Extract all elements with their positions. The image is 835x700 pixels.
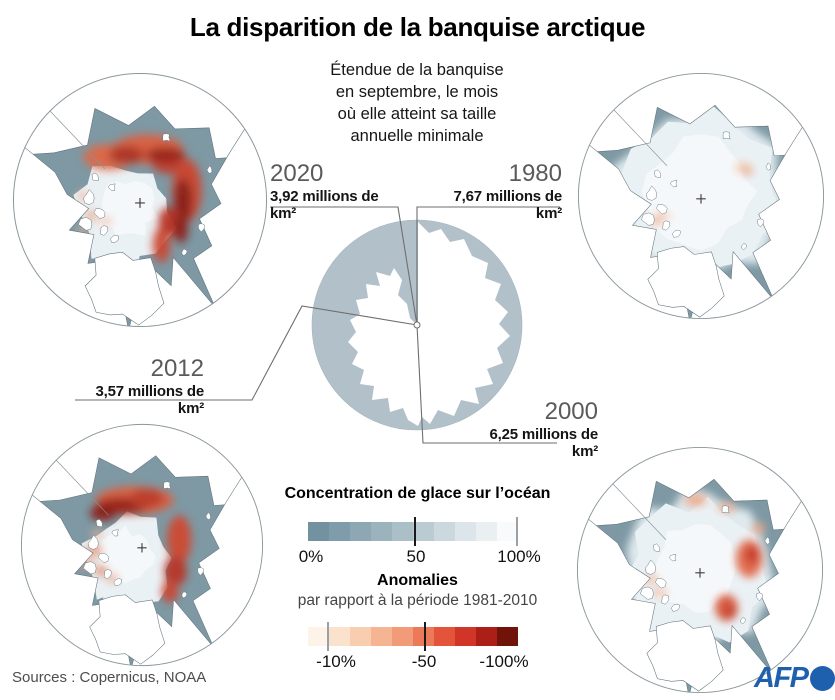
globe-graphic	[12, 72, 268, 328]
page-title: La disparition de la banquise arctique	[189, 12, 646, 42]
legend-anomalies-subtitle: par rapport à la période 1981-2010	[297, 592, 538, 609]
scale-segment	[392, 627, 413, 646]
scale-segment	[497, 627, 518, 646]
extent-2012: 3,57 millions de km²	[95, 383, 204, 418]
legend-concentration-title: Concentration de glace sur l’océan	[284, 485, 551, 502]
anomalies-scale	[308, 622, 518, 651]
extent-2000: 6,25 millions de km²	[489, 426, 598, 461]
afp-logo-dot-icon	[809, 666, 835, 691]
scale-segment	[413, 522, 434, 541]
arctic-map-2020	[12, 72, 268, 328]
scale-segment	[329, 627, 350, 646]
scale-segment	[392, 522, 413, 541]
anomalies-mid-tick	[424, 622, 426, 651]
anomalies-tick-10: -10%	[316, 652, 356, 671]
legend-anomalies-title: Anomalies	[377, 572, 458, 589]
arctic-map-1980	[577, 72, 825, 320]
label-1980: 1980 7,67 millions de km²	[426, 161, 562, 222]
scale-segment	[350, 522, 371, 541]
afp-logo-text: AFP	[754, 662, 809, 694]
scale-segment	[434, 627, 455, 646]
scale-segment	[371, 522, 392, 541]
afp-logo: AFP	[754, 664, 835, 693]
extent-2020: 3,92 millions de km²	[270, 188, 379, 223]
scale-segment	[308, 627, 329, 646]
scale-segment	[308, 522, 329, 541]
concentration-scale	[308, 517, 518, 546]
subtitle: Étendue de la banquise en septembre, le …	[330, 61, 504, 145]
anomalies-tick-100: -100%	[479, 652, 529, 671]
extent-1980: 7,67 millions de km²	[453, 188, 562, 223]
year-2020: 2020	[270, 160, 324, 187]
scale-segment	[413, 627, 434, 646]
year-1980: 1980	[508, 160, 562, 187]
concentration-tick-100: 100%	[497, 547, 541, 566]
label-2020: 2020 3,92 millions de km²	[270, 161, 400, 222]
scale-segment	[455, 627, 476, 646]
concentration-tick-0: 0%	[298, 547, 324, 566]
concentration-mid-tick	[414, 517, 416, 546]
arctic-map-2000	[576, 446, 824, 694]
year-2012: 2012	[150, 355, 204, 382]
scale-segment	[371, 627, 392, 646]
globe-graphic	[577, 72, 825, 320]
arctic-map-2012	[20, 423, 264, 667]
scale-segment	[434, 522, 455, 541]
scale-segment	[497, 522, 518, 541]
label-2000: 2000 6,25 millions de km²	[464, 399, 598, 460]
scale-segment	[455, 522, 476, 541]
anomalies-left-tick	[327, 622, 329, 651]
year-2000: 2000	[544, 398, 598, 425]
label-2012: 2012 3,57 millions de km²	[72, 356, 204, 417]
scale-segment	[476, 627, 497, 646]
globe-graphic	[576, 446, 824, 694]
scale-segment	[476, 522, 497, 541]
globe-graphic	[20, 423, 264, 667]
sources-credit: Sources : Copernicus, NOAA	[12, 669, 207, 686]
scale-segment	[350, 627, 371, 646]
concentration-tick-50: 50	[406, 547, 426, 566]
scale-segment	[329, 522, 350, 541]
anomalies-tick-50: -50	[411, 652, 437, 671]
concentration-right-tick	[516, 517, 518, 546]
